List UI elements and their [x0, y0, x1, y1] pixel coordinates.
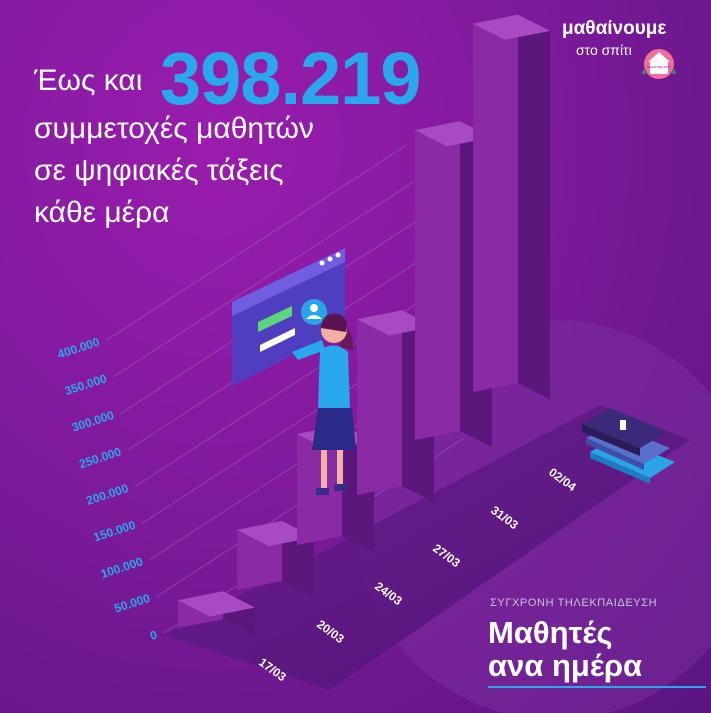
y-tick-label: 250.000	[77, 444, 123, 471]
gridline	[113, 181, 414, 378]
house-badge-icon: ΜΕΝΟΥΜΕ ΣΠΙΤΙ	[642, 49, 676, 79]
section-kicker: ΣΥΓΧΡΟΝΗ ΤΗΛΕΚΠΑΙΔΕΥΣΗ	[490, 597, 658, 609]
y-tick-label: 200.000	[85, 481, 131, 508]
chart-caption: Μαθητές ανα ημέρα	[488, 616, 708, 682]
bar-front	[415, 121, 460, 440]
person-illustration	[292, 313, 356, 495]
bar-front	[357, 310, 402, 495]
bar-side	[518, 14, 550, 400]
login-window-icon	[232, 248, 345, 386]
bar-17/03	[178, 591, 255, 636]
caption-underline	[488, 686, 706, 688]
bar-top	[415, 121, 492, 147]
y-tick-label: 0	[148, 627, 159, 642]
gridline	[106, 144, 407, 341]
user-avatar-icon	[301, 299, 327, 325]
bar-top	[237, 520, 314, 547]
bar-top	[357, 310, 434, 336]
headline-line-1: συμμετοχές μαθητών	[34, 112, 314, 145]
chart-floor	[165, 405, 690, 690]
logo-subtitle: στο σπίτι	[576, 42, 632, 58]
headline-line-2: σε ψηφιακές τάξεις	[34, 154, 284, 187]
badge-text: ΜΕΝΟΥΜΕ ΣΠΙΤΙ	[647, 65, 671, 69]
bar-top	[473, 14, 550, 40]
y-tick-label: 150.000	[92, 518, 138, 545]
chart-caption-line-2: ανα ημέρα	[488, 648, 643, 683]
bar-front	[473, 14, 518, 392]
bar-front	[297, 425, 342, 545]
headline-number: 398.219	[160, 37, 421, 120]
y-tick-label: 350.000	[63, 371, 109, 398]
y-tick-label: 50.000	[112, 591, 152, 616]
logo-title: μαθαίνουμε	[562, 18, 667, 39]
chart-caption-line-1: Μαθητές	[488, 615, 613, 650]
headline-line-3: κάθε μέρα	[34, 196, 170, 229]
bar-02/04	[473, 14, 550, 400]
y-tick-label: 400.000	[56, 335, 102, 362]
bar-top	[178, 591, 255, 617]
y-tick-label: 300.000	[70, 408, 116, 435]
headline-prefix: Έως και	[34, 64, 143, 97]
y-tick-label: 100.000	[99, 554, 145, 581]
books-stack-icon	[582, 408, 675, 484]
